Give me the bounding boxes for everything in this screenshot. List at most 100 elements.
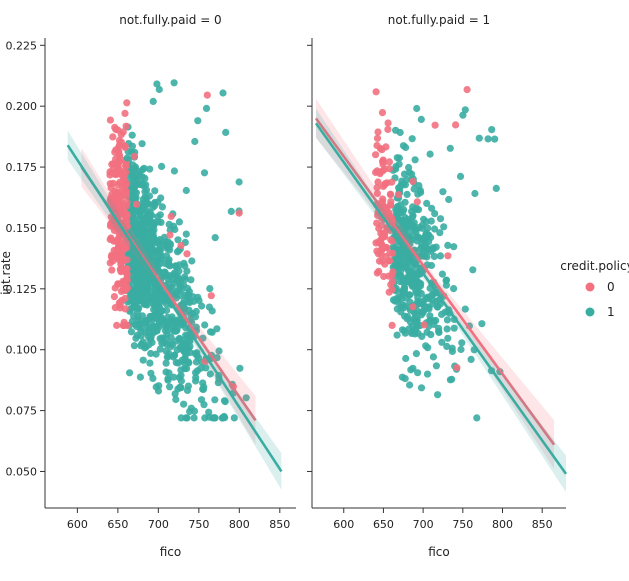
- scatter-point-policy-1: [213, 354, 221, 362]
- scatter-point-policy-1: [488, 126, 496, 134]
- scatter-point-policy-1: [147, 245, 155, 253]
- regression-line-policy-1: [314, 122, 568, 475]
- scatter-point-policy-1: [170, 373, 178, 381]
- scatter-point-policy-1: [200, 169, 209, 177]
- scatter-point-policy-0: [463, 86, 471, 94]
- scatter-point-policy-1: [202, 364, 210, 372]
- scatter-point-policy-0: [123, 202, 131, 210]
- scatter-point-policy-1: [177, 286, 186, 294]
- scatter-point-policy-1: [400, 304, 408, 312]
- scatter-point-policy-1: [235, 178, 243, 186]
- scatter-point-policy-1: [149, 374, 157, 382]
- scatter-point-policy-1: [127, 292, 135, 300]
- scatter-point-policy-1: [155, 85, 163, 94]
- scatter-point-policy-1: [177, 366, 185, 374]
- scatter-point-policy-0: [235, 209, 243, 217]
- scatter-point-policy-1: [175, 218, 183, 226]
- scatter-point-policy-1: [187, 311, 195, 319]
- scatter-point-policy-1: [221, 398, 229, 406]
- scatter-point-policy-1: [156, 293, 164, 301]
- scatter-point-policy-1: [391, 262, 399, 270]
- scatter-point-policy-1: [456, 172, 465, 180]
- scatter-point-policy-1: [393, 331, 401, 339]
- scatter-point-policy-1: [176, 383, 184, 391]
- scatter-point-policy-1: [427, 217, 435, 225]
- scatter-point-policy-1: [133, 220, 141, 228]
- scatter-point-policy-1: [422, 342, 430, 350]
- x-tick-label: 600: [333, 518, 354, 531]
- scatter-point-policy-1: [469, 266, 477, 274]
- scatter-point-policy-0: [119, 168, 127, 176]
- scatter-point-policy-1: [461, 305, 469, 313]
- scatter-point-policy-0: [113, 321, 121, 329]
- scatter-point-policy-0: [389, 268, 397, 276]
- scatter-point-policy-1: [130, 342, 138, 350]
- scatter-point-policy-1: [149, 97, 157, 105]
- scatter-point-policy-1: [155, 303, 163, 311]
- scatter-point-policy-0: [378, 146, 386, 154]
- scatter-point-policy-1: [416, 282, 424, 290]
- y-tick-label: 0.175: [6, 161, 38, 174]
- scatter-point-policy-1: [151, 187, 159, 195]
- scatter-point-policy-1: [443, 342, 451, 350]
- scatter-point-policy-1: [428, 204, 436, 212]
- scatter-point-policy-1: [414, 233, 422, 241]
- scatter-point-policy-0: [386, 201, 394, 209]
- scatter-point-policy-0: [383, 179, 391, 187]
- scatter-point-policy-1: [413, 104, 421, 113]
- scatter-point-policy-0: [106, 116, 114, 124]
- y-tick-label: 0.075: [6, 405, 38, 418]
- scatter-point-policy-0: [166, 231, 174, 239]
- scatter-point-policy-1: [160, 268, 168, 276]
- y-axis-label-group: int.rate: [0, 251, 13, 295]
- scatter-point-policy-1: [458, 339, 466, 347]
- scatter-point-policy-1: [141, 188, 149, 196]
- scatter-point-policy-1: [129, 172, 137, 180]
- scatter-point-policy-0: [123, 265, 131, 273]
- scatter-point-policy-1: [146, 228, 154, 236]
- legend: credit.policy 0 1: [560, 259, 629, 319]
- scatter-point-policy-1: [400, 250, 408, 258]
- scatter-point-policy-0: [378, 109, 387, 117]
- points-layer: [372, 86, 504, 422]
- x-tick-label: 850: [532, 518, 553, 531]
- scatter-point-policy-0: [375, 267, 383, 275]
- scatter-point-policy-1: [136, 373, 144, 381]
- scatter-point-policy-1: [170, 167, 178, 175]
- scatter-point-policy-1: [182, 230, 190, 238]
- scatter-point-policy-1: [242, 394, 250, 402]
- scatter-point-policy-1: [139, 239, 147, 247]
- scatter-point-policy-1: [153, 80, 161, 88]
- scatter-point-policy-1: [164, 238, 172, 246]
- scatter-point-policy-1: [417, 289, 425, 298]
- y-axis-label: int.rate: [0, 251, 13, 295]
- scatter-point-policy-1: [491, 135, 499, 143]
- scatter-point-policy-1: [206, 285, 214, 293]
- scatter-point-policy-0: [453, 364, 461, 372]
- scatter-point-policy-1: [222, 128, 230, 136]
- scatter-point-policy-1: [135, 304, 143, 312]
- scatter-point-policy-1: [392, 209, 401, 217]
- scatter-point-policy-0: [117, 138, 125, 146]
- scatter-point-policy-0: [409, 177, 417, 185]
- scatter-point-policy-1: [414, 298, 422, 306]
- scatter-point-policy-0: [109, 179, 117, 187]
- scatter-point-policy-1: [394, 202, 402, 211]
- scatter-point-policy-0: [379, 160, 387, 169]
- scatter-point-policy-1: [177, 377, 185, 385]
- scatter-point-policy-1: [182, 186, 190, 195]
- scatter-point-policy-1: [446, 144, 454, 152]
- scatter-point-policy-1: [444, 241, 452, 249]
- scatter-point-policy-1: [425, 238, 433, 246]
- scatter-point-policy-0: [375, 257, 384, 265]
- scatter-point-policy-0: [109, 133, 117, 141]
- scatter-point-policy-1: [127, 305, 135, 313]
- scatter-point-policy-1: [140, 300, 148, 308]
- scatter-point-policy-1: [492, 184, 500, 192]
- scatter-point-policy-1: [414, 369, 422, 377]
- scatter-point-policy-1: [126, 369, 134, 377]
- scatter-point-policy-1: [181, 273, 189, 281]
- scatter-point-policy-1: [408, 135, 416, 143]
- scatter-point-policy-1: [401, 375, 409, 383]
- scatter-point-policy-1: [442, 276, 451, 284]
